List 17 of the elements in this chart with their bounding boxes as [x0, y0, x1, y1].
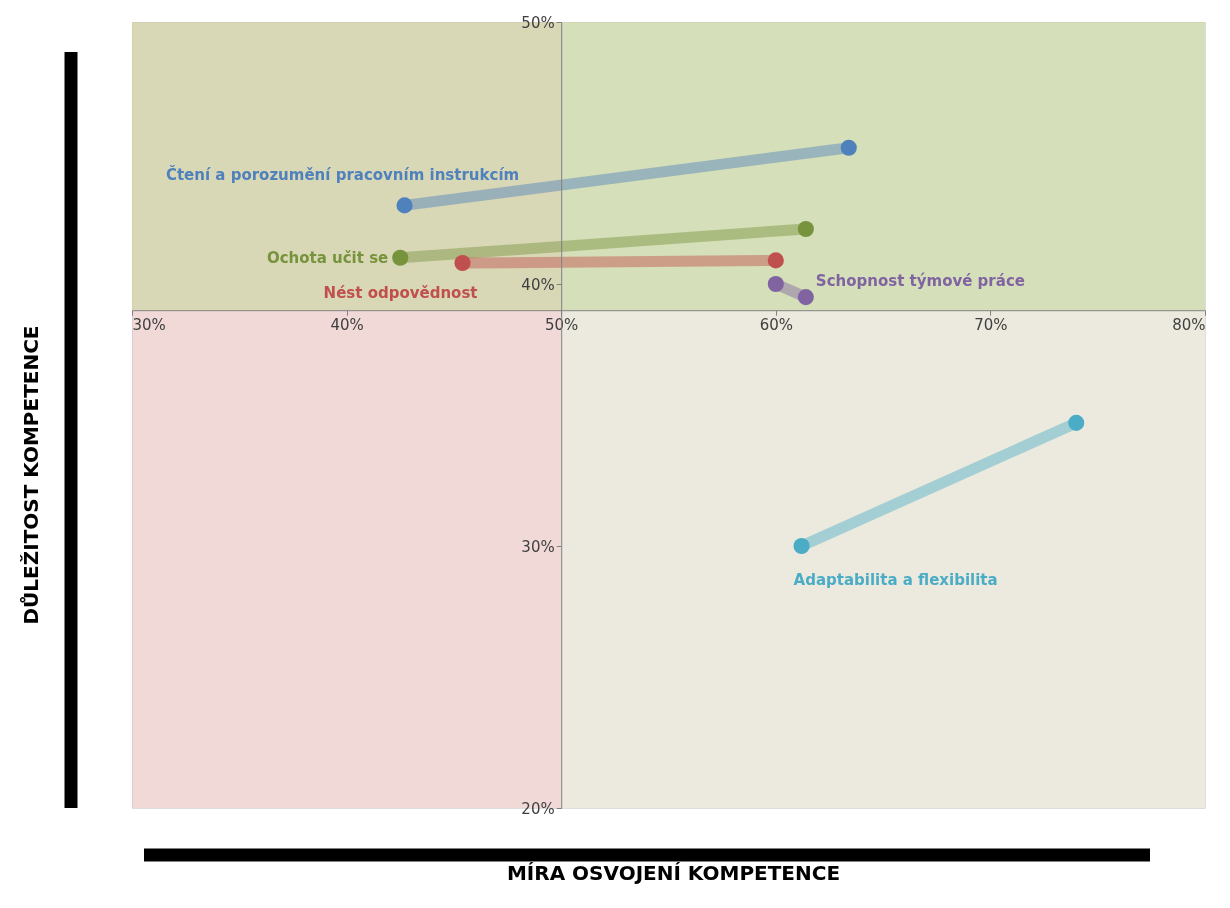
x-tick-label: 50%	[545, 315, 579, 334]
y-tick-label: 40%	[521, 275, 555, 294]
series-label: Nést odpovědnost	[323, 284, 478, 303]
x-tick-label: 30%	[132, 315, 166, 334]
series-label: Čtení a porozumění pracovním instrukcím	[165, 165, 520, 185]
series-label: Schopnost týmové práce	[815, 272, 1025, 291]
x-tick-label: 40%	[330, 315, 364, 334]
x-tick-label: 80%	[1172, 315, 1206, 334]
y-axis-title: DŮLEŽITOST KOMPETENCE	[19, 325, 43, 625]
y-tick-label: 50%	[521, 13, 555, 32]
series-label: Adaptabilita a flexibilita	[793, 571, 998, 589]
x-axis-title: MÍRA OSVOJENÍ KOMPETENCE	[506, 861, 841, 885]
x-tick-label: 70%	[974, 315, 1008, 334]
x-tick-label: 60%	[759, 315, 793, 334]
series-label: Ochota učit se	[266, 248, 389, 267]
y-tick-label: 30%	[521, 537, 555, 556]
y-tick-label: 20%	[521, 799, 555, 818]
